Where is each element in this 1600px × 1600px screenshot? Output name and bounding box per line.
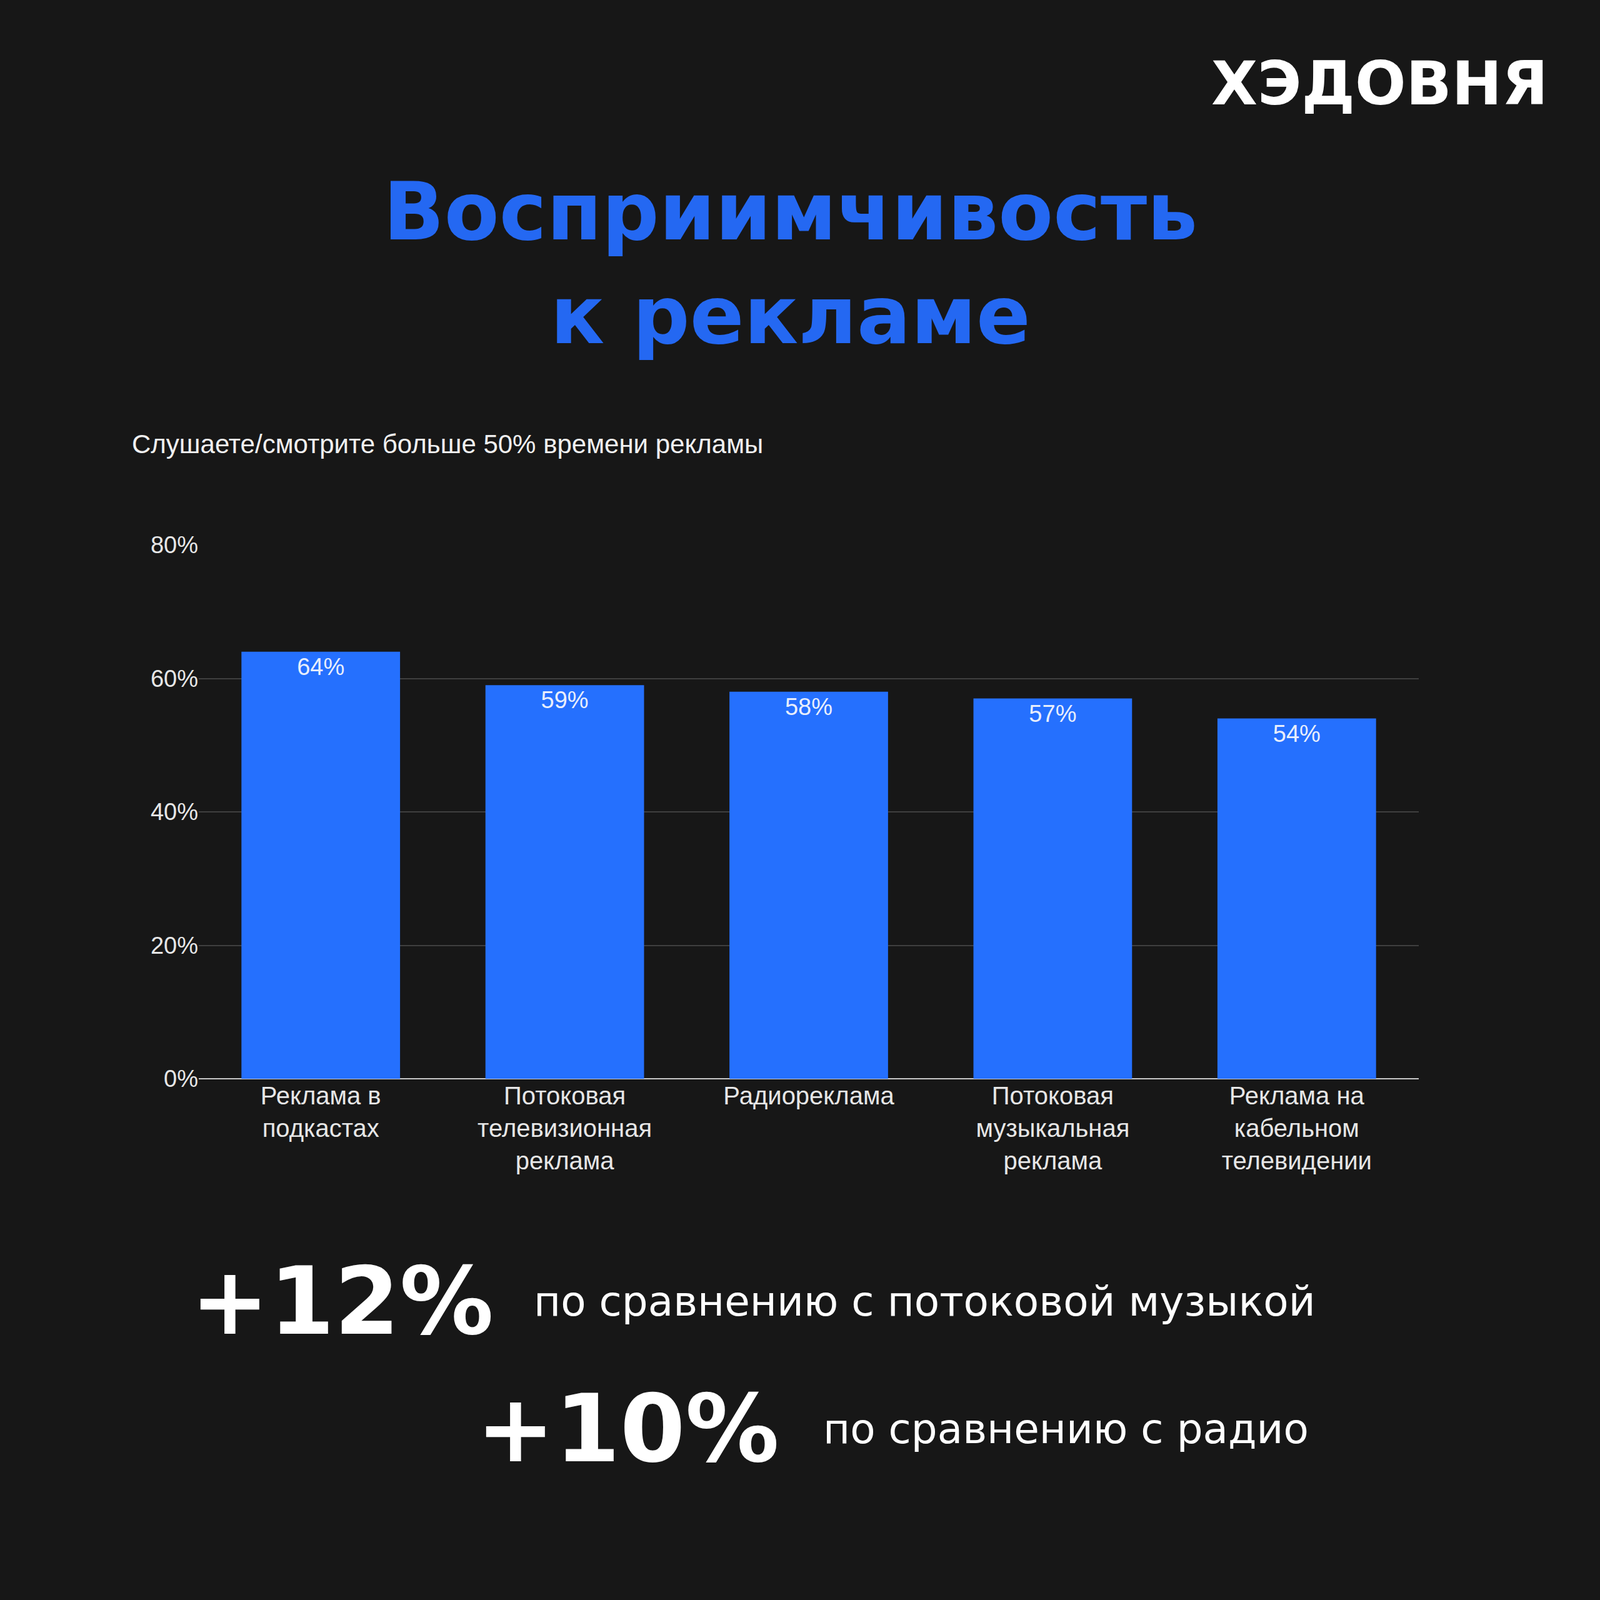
svg-text:Восприимчивостьк рекламе: Восприимчивостьк рекламе: [383, 165, 1198, 362]
svg-text:0%: 0%: [163, 1065, 199, 1092]
svg-text:Реклама вподкастах: Реклама вподкастах: [260, 1081, 382, 1142]
svg-text:Слушаете/смотрите больше 50% в: Слушаете/смотрите больше 50% времени рек…: [131, 429, 764, 459]
svg-text:60%: 60%: [150, 665, 199, 692]
svg-text:+10%: +10%: [476, 1374, 780, 1484]
svg-text:40%: 40%: [150, 798, 199, 825]
svg-text:ХЭДОВНЯ: ХЭДОВНЯ: [1211, 48, 1549, 119]
svg-text:Реклама накабельномтелевидении: Реклама накабельномтелевидении: [1221, 1081, 1372, 1175]
svg-text:64%: 64%: [296, 653, 345, 680]
svg-text:20%: 20%: [150, 932, 199, 959]
svg-text:по сравнению с потоковой музык: по сравнению с потоковой музыкой: [533, 1277, 1316, 1326]
svg-text:Потоковаямузыкальнаяреклама: Потоковаямузыкальнаяреклама: [975, 1081, 1130, 1175]
svg-text:58%: 58%: [785, 693, 833, 720]
svg-text:Потоковаятелевизионнаяреклама: Потоковаятелевизионнаяреклама: [477, 1081, 652, 1175]
svg-text:57%: 57%: [1028, 700, 1077, 727]
svg-text:59%: 59%: [541, 686, 589, 714]
svg-text:Радиореклама: Радиореклама: [723, 1081, 895, 1110]
svg-text:54%: 54%: [1273, 720, 1321, 747]
svg-text:80%: 80%: [150, 531, 199, 559]
svg-text:по сравнению с радио: по сравнению с радио: [823, 1405, 1309, 1454]
svg-text:+12%: +12%: [190, 1246, 494, 1356]
